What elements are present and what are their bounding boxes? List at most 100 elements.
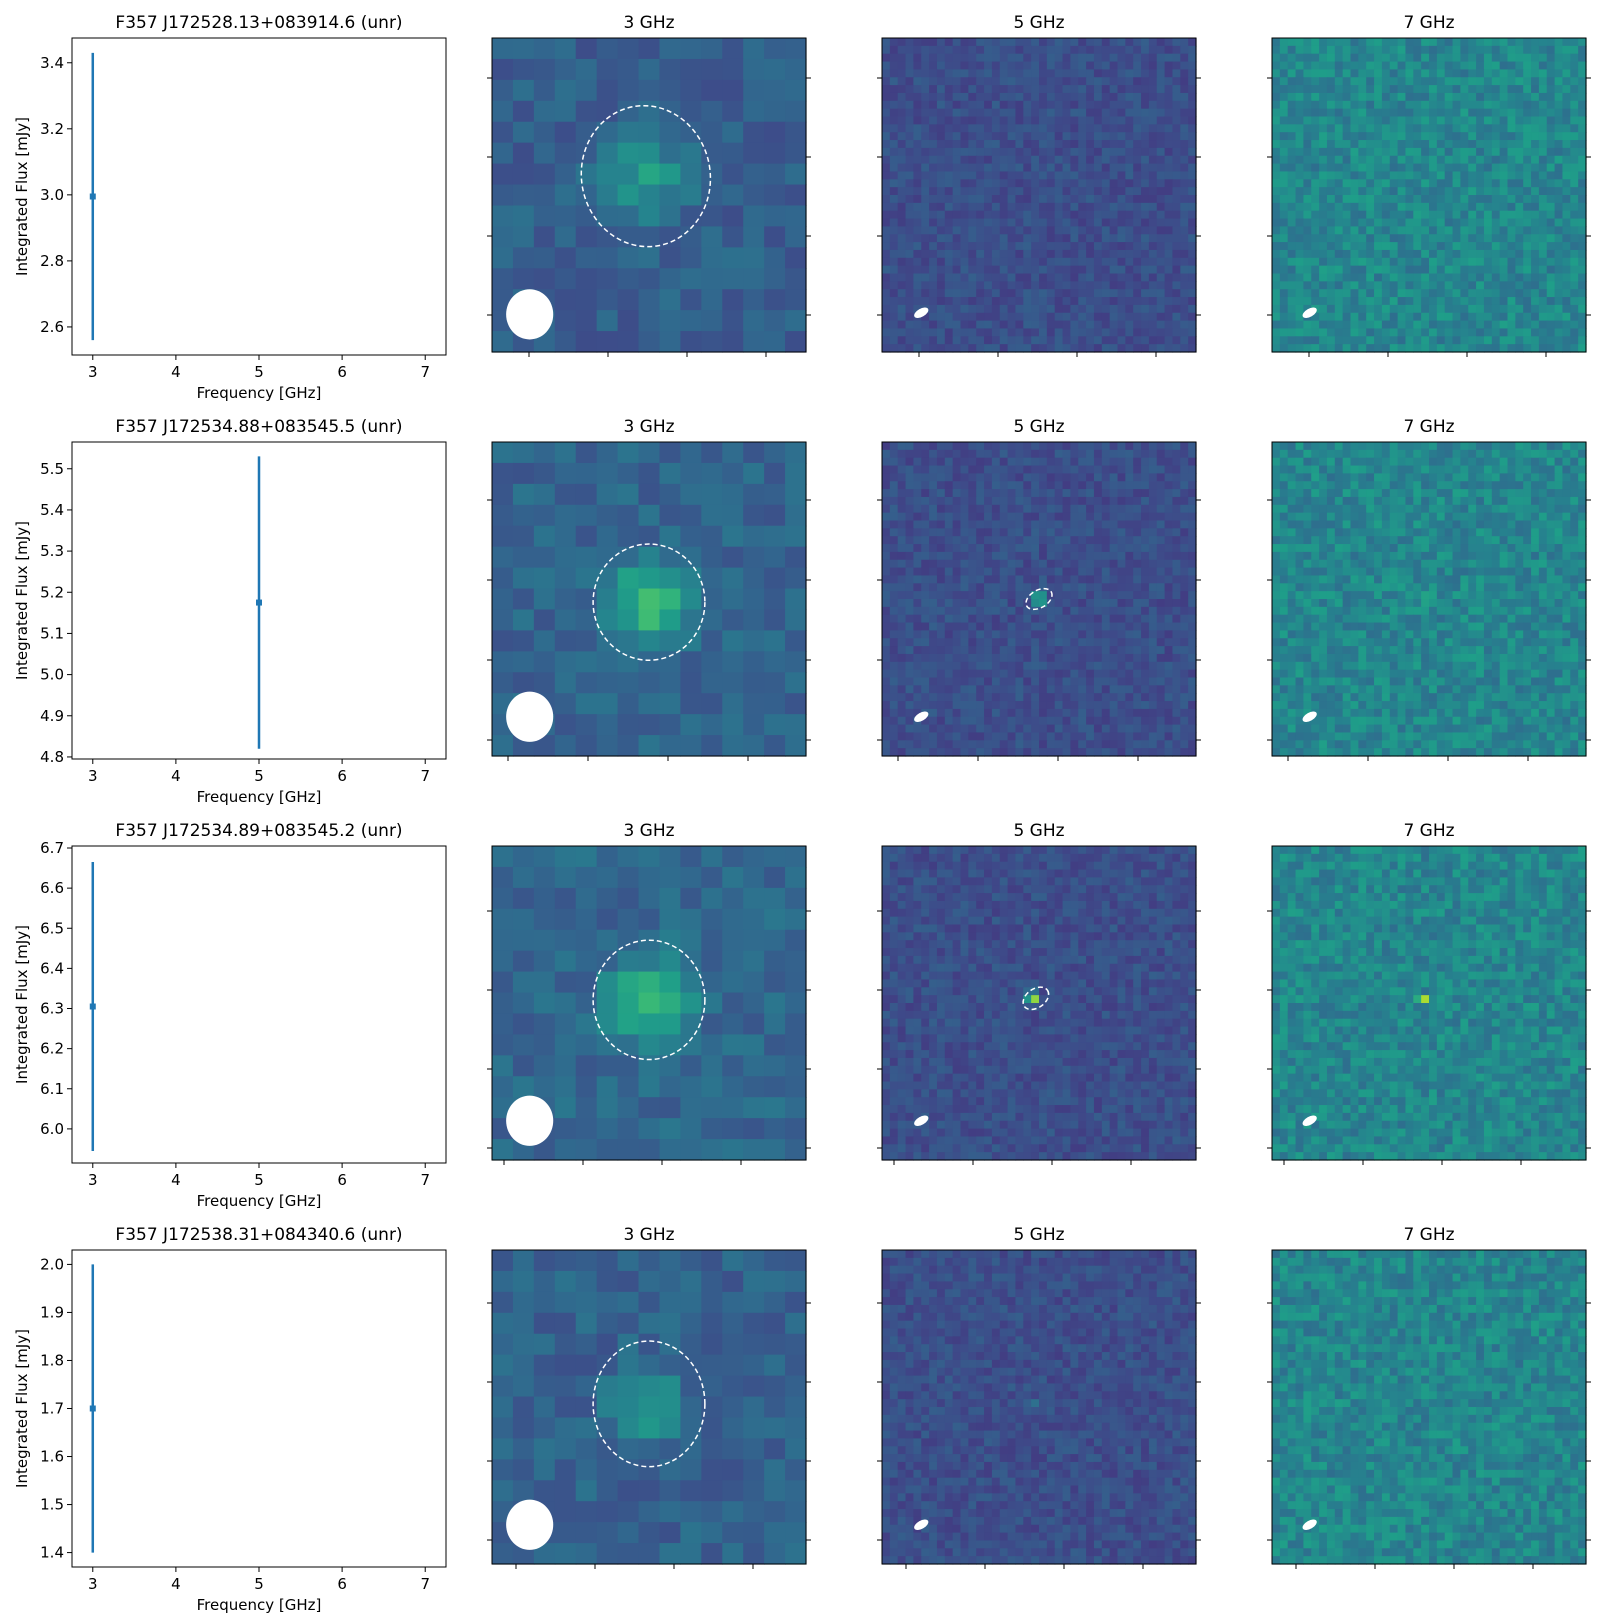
pixel [897,638,907,647]
beam-ellipse [914,307,929,319]
pixel [952,473,962,482]
pixel [1397,108,1407,118]
pixel [1039,195,1048,204]
pixel [897,661,907,671]
pixel [905,544,914,553]
pixel [1303,289,1312,298]
pixel [1491,265,1501,275]
pixel [944,496,954,506]
pixel [1311,38,1320,47]
pixel [960,567,969,577]
pixel [1476,226,1485,235]
pixel [1381,61,1391,70]
pixel [944,661,954,671]
pixel [1070,449,1079,459]
pixel [921,249,930,259]
pixel [936,328,946,337]
pixel [929,583,938,592]
pixel [1279,289,1289,298]
pixel [1156,132,1166,141]
pixel [1436,249,1446,259]
pixel [722,609,744,631]
pixel [1141,544,1150,553]
pixel [1381,195,1391,204]
pixel [921,61,930,70]
pixel [1070,336,1079,345]
pixel [1007,622,1017,631]
pixel [1444,163,1454,173]
pixel [596,121,619,144]
pixel [1531,297,1540,306]
pixel [1303,179,1312,188]
pixel [1429,69,1438,78]
pixel [1133,234,1142,243]
pixel [1141,646,1150,655]
pixel [1054,77,1064,86]
pixel [999,140,1009,149]
pixel [1326,226,1336,235]
pixel [785,442,807,464]
pixel [1117,116,1126,125]
pixel [1039,140,1048,149]
pixel [1326,124,1336,133]
pixel [575,546,598,569]
pixel [936,489,946,498]
pixel [1148,226,1158,235]
pixel [1117,257,1126,267]
pixel [1086,69,1095,78]
pixel [1078,69,1087,78]
pixel [1452,344,1461,353]
pixel [897,147,907,157]
pixel [1413,336,1422,345]
pixel [1507,100,1516,110]
pixel [764,525,786,548]
pixel [905,69,914,78]
pixel [1405,100,1414,110]
pixel [1350,100,1359,110]
pixel [1007,559,1017,569]
pixel [1295,155,1304,165]
pixel [1133,614,1142,624]
pixel [1031,92,1040,102]
pixel [1086,559,1095,569]
pixel [1515,187,1524,196]
pixel [1319,155,1328,165]
pixel [1101,187,1111,196]
pixel [1164,646,1174,655]
pixel [929,187,938,196]
pixel [1023,297,1032,306]
pixel [1054,53,1064,63]
pixel [1413,163,1422,173]
pixel [984,218,993,227]
pixel [1507,257,1516,267]
pixel [1413,116,1422,125]
pixel [1046,171,1056,180]
pixel [1515,344,1524,353]
pixel [999,512,1009,522]
pixel [617,79,640,102]
pixel [1272,187,1281,196]
pixel [1172,234,1181,243]
pixel [1311,108,1320,118]
pixel [913,489,922,498]
pixel [889,312,899,322]
pixel [1031,85,1040,94]
pixel [1023,38,1032,47]
pixel [1303,320,1312,330]
pixel [1303,195,1312,204]
pixel [921,77,930,86]
pixel [1523,289,1532,298]
pixel [889,53,899,63]
pixel [743,462,765,485]
pixel [960,528,969,537]
pixel [1133,195,1142,204]
pixel [913,265,922,275]
pixel [1148,45,1158,55]
pixel [1421,336,1430,345]
pixel [1086,179,1095,188]
pixel [1117,124,1126,133]
pixel [889,473,899,482]
pixel [1054,473,1064,482]
pixel [921,281,930,290]
pixel [913,567,922,577]
